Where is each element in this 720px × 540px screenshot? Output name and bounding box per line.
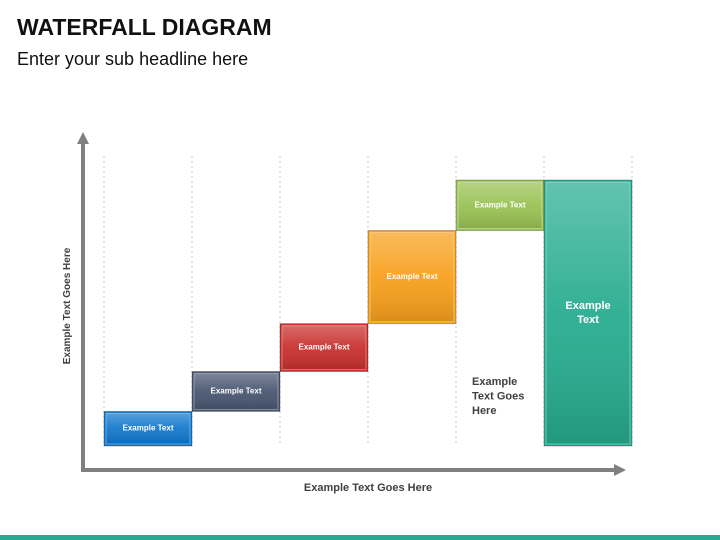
- bars: Example Text Example Text Example Text Exam…: [103, 179, 633, 447]
- y-axis-arrow: [77, 132, 89, 144]
- waterfall-bar: Example Text: [455, 179, 545, 232]
- page-title: WATERFALL DIAGRAM: [17, 14, 272, 40]
- annotation-text: Example Text Goes Here: [472, 376, 524, 417]
- x-axis-label: Example Text Goes Here: [304, 482, 432, 494]
- bar-bevel: [545, 181, 631, 445]
- waterfall-bar: Example Text: [191, 371, 281, 412]
- bar-label: Example Text: [299, 343, 350, 352]
- bar-label: Example Text: [387, 272, 438, 281]
- bar-label: Example Text: [123, 424, 174, 433]
- bar-bevel: [193, 373, 279, 410]
- waterfall-bar: Example Text: [367, 230, 457, 325]
- waterfall-bar: Example Text: [279, 323, 369, 373]
- bar-label: Example Text: [211, 387, 262, 396]
- bar-label: Example Text: [565, 300, 610, 326]
- footer-accent-bar: [0, 535, 720, 540]
- bar-bevel: [457, 181, 543, 230]
- page-subtitle: Enter your sub headline here: [17, 49, 249, 69]
- bar-bevel: [369, 232, 455, 323]
- axes: [77, 132, 626, 476]
- bar-bevel: [105, 412, 191, 445]
- x-axis-arrow: [614, 464, 626, 476]
- total-bar: Example Text: [543, 179, 633, 447]
- y-axis-label: Example Text Goes Here: [62, 247, 73, 364]
- bar-label: Example Text: [475, 200, 526, 209]
- waterfall-bar: Example Text: [103, 410, 193, 447]
- bar-bevel: [281, 325, 367, 371]
